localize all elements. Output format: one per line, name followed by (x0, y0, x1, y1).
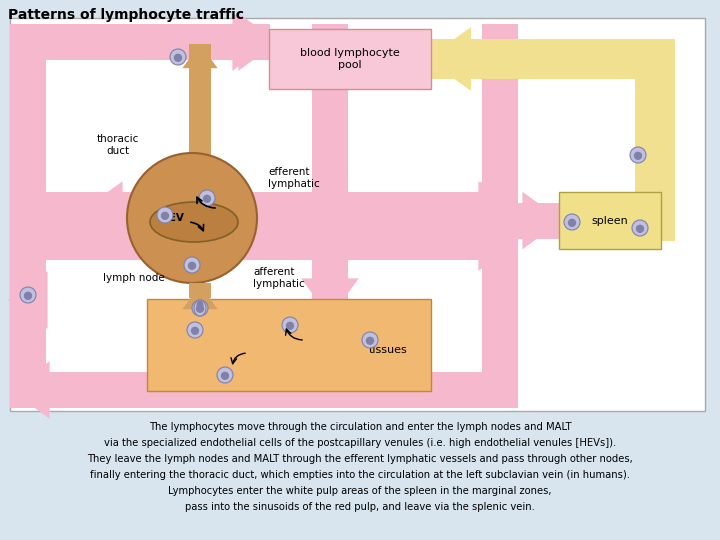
Text: spleen: spleen (592, 215, 629, 226)
Circle shape (191, 327, 199, 335)
Text: blood lymphocyte
pool: blood lymphocyte pool (300, 48, 400, 70)
Polygon shape (635, 39, 675, 79)
Ellipse shape (194, 300, 206, 316)
Text: thoracic
duct: thoracic duct (96, 134, 139, 156)
Polygon shape (518, 202, 560, 239)
Polygon shape (482, 192, 518, 228)
Polygon shape (238, 13, 278, 71)
Text: They leave the lymph nodes and MALT through the efferent lymphatic vessels and p: They leave the lymph nodes and MALT thro… (87, 454, 633, 464)
Text: lymph node: lymph node (103, 273, 165, 283)
Polygon shape (482, 372, 518, 408)
Polygon shape (460, 192, 478, 228)
Circle shape (286, 322, 294, 330)
Text: pass into the sinusoids of the red pulp, and leave via the splenic vein.: pass into the sinusoids of the red pulp,… (185, 502, 535, 512)
Polygon shape (10, 372, 46, 408)
Text: Lymphocytes enter the white pulp areas of the spleen in the marginal zones,: Lymphocytes enter the white pulp areas o… (168, 486, 552, 496)
Polygon shape (427, 27, 471, 91)
Circle shape (170, 49, 186, 65)
Circle shape (188, 262, 196, 270)
Text: tissues: tissues (369, 345, 408, 355)
Circle shape (192, 300, 208, 316)
Text: efferent
lymphatic: efferent lymphatic (268, 167, 320, 189)
Polygon shape (482, 24, 518, 60)
Ellipse shape (150, 202, 238, 242)
Polygon shape (301, 279, 359, 318)
Polygon shape (655, 200, 660, 240)
Polygon shape (182, 285, 217, 309)
Polygon shape (46, 192, 482, 228)
Polygon shape (28, 372, 500, 408)
Polygon shape (430, 39, 655, 79)
Polygon shape (480, 181, 520, 239)
Circle shape (217, 367, 233, 383)
Polygon shape (312, 42, 348, 390)
Polygon shape (189, 305, 211, 309)
Polygon shape (46, 224, 482, 260)
Circle shape (282, 317, 298, 333)
Polygon shape (312, 372, 348, 408)
Polygon shape (233, 13, 272, 71)
Polygon shape (460, 224, 478, 260)
Circle shape (24, 292, 32, 300)
FancyBboxPatch shape (10, 18, 705, 411)
Polygon shape (10, 361, 50, 419)
Polygon shape (8, 271, 48, 329)
Ellipse shape (197, 300, 204, 309)
Circle shape (568, 219, 576, 227)
Circle shape (632, 220, 648, 236)
Circle shape (127, 153, 257, 283)
Polygon shape (635, 200, 675, 240)
Polygon shape (482, 42, 518, 390)
Circle shape (634, 152, 642, 160)
Polygon shape (33, 24, 238, 60)
Polygon shape (83, 181, 122, 239)
Circle shape (636, 225, 644, 233)
Circle shape (20, 287, 36, 303)
Polygon shape (312, 24, 348, 60)
Polygon shape (28, 24, 270, 60)
Text: via the specialized endothelial cells of the postcapillary venules (i.e. high en: via the specialized endothelial cells of… (104, 438, 616, 448)
Polygon shape (189, 68, 211, 278)
Polygon shape (478, 213, 518, 271)
Polygon shape (189, 283, 211, 298)
Circle shape (362, 332, 378, 348)
Polygon shape (10, 42, 46, 390)
Circle shape (196, 305, 204, 313)
Circle shape (161, 212, 169, 220)
Circle shape (174, 53, 182, 62)
Polygon shape (10, 24, 46, 60)
Circle shape (203, 194, 211, 203)
Circle shape (184, 257, 200, 273)
Polygon shape (233, 24, 265, 60)
Circle shape (630, 147, 646, 163)
Polygon shape (523, 192, 562, 249)
Polygon shape (189, 44, 211, 278)
FancyBboxPatch shape (559, 192, 661, 249)
Polygon shape (478, 181, 518, 239)
Polygon shape (312, 270, 348, 279)
Polygon shape (182, 44, 217, 68)
Polygon shape (435, 39, 471, 79)
Circle shape (199, 190, 215, 206)
Polygon shape (122, 192, 498, 228)
Circle shape (221, 372, 229, 380)
Polygon shape (635, 59, 675, 220)
Text: Patterns of lymphocyte traffic: Patterns of lymphocyte traffic (8, 8, 244, 22)
Polygon shape (482, 224, 518, 260)
Text: HEV: HEV (160, 213, 184, 223)
Text: afferent
lymphatic: afferent lymphatic (253, 267, 305, 289)
FancyBboxPatch shape (147, 299, 431, 391)
Circle shape (187, 322, 203, 338)
Circle shape (157, 207, 173, 223)
Text: The lymphocytes move through the circulation and enter the lymph nodes and MALT: The lymphocytes move through the circula… (149, 422, 571, 432)
Polygon shape (50, 372, 88, 408)
FancyBboxPatch shape (269, 29, 431, 89)
Text: finally entering the thoracic duct, which empties into the circulation at the le: finally entering the thoracic duct, whic… (90, 470, 630, 480)
Circle shape (366, 336, 374, 345)
Circle shape (564, 214, 580, 230)
